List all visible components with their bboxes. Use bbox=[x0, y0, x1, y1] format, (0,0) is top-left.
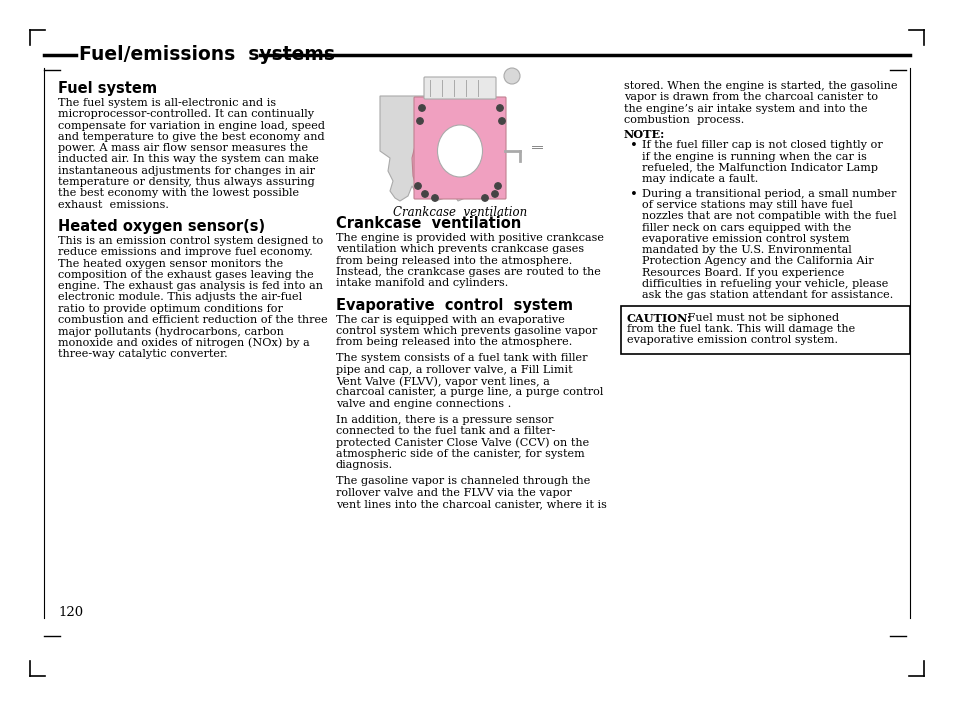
Text: ask the gas station attendant for assistance.: ask the gas station attendant for assist… bbox=[641, 290, 892, 300]
Text: The car is equipped with an evaporative: The car is equipped with an evaporative bbox=[335, 314, 564, 325]
Text: and temperature to give the best economy and: and temperature to give the best economy… bbox=[58, 132, 324, 142]
Text: ventilation which prevents crankcase gases: ventilation which prevents crankcase gas… bbox=[335, 244, 583, 254]
Text: nozzles that are not compatible with the fuel: nozzles that are not compatible with the… bbox=[641, 211, 896, 221]
Text: the engine’s air intake system and into the: the engine’s air intake system and into … bbox=[623, 104, 866, 114]
FancyBboxPatch shape bbox=[414, 97, 505, 199]
Circle shape bbox=[495, 183, 500, 189]
Text: from being released into the atmosphere.: from being released into the atmosphere. bbox=[335, 256, 572, 265]
Text: ratio to provide optimum conditions for: ratio to provide optimum conditions for bbox=[58, 304, 283, 313]
Text: evaporative emission control system: evaporative emission control system bbox=[641, 234, 848, 244]
Text: protected Canister Close Valve (CCV) on the: protected Canister Close Valve (CCV) on … bbox=[335, 438, 589, 448]
Text: control system which prevents gasoline vapor: control system which prevents gasoline v… bbox=[335, 325, 597, 336]
Text: The system consists of a fuel tank with filler: The system consists of a fuel tank with … bbox=[335, 354, 587, 364]
FancyBboxPatch shape bbox=[620, 306, 909, 354]
Text: The fuel system is all-electronic and is: The fuel system is all-electronic and is bbox=[58, 98, 275, 108]
Text: pipe and cap, a rollover valve, a Fill Limit: pipe and cap, a rollover valve, a Fill L… bbox=[335, 365, 572, 375]
Text: valve and engine connections .: valve and engine connections . bbox=[335, 399, 511, 409]
Circle shape bbox=[498, 118, 505, 124]
Circle shape bbox=[492, 191, 497, 197]
Text: compensate for variation in engine load, speed: compensate for variation in engine load,… bbox=[58, 121, 325, 131]
Text: Vent Valve (FLVV), vapor vent lines, a: Vent Valve (FLVV), vapor vent lines, a bbox=[335, 376, 549, 387]
Text: electronic module. This adjusts the air-fuel: electronic module. This adjusts the air-… bbox=[58, 292, 302, 302]
Text: filler neck on cars equipped with the: filler neck on cars equipped with the bbox=[641, 222, 850, 232]
Text: reduce emissions and improve fuel economy.: reduce emissions and improve fuel econom… bbox=[58, 247, 313, 257]
Text: •: • bbox=[629, 188, 638, 201]
Text: intake manifold and cylinders.: intake manifold and cylinders. bbox=[335, 278, 508, 288]
Text: monoxide and oxides of nitrogen (NOx) by a: monoxide and oxides of nitrogen (NOx) by… bbox=[58, 337, 310, 348]
Text: Fuel must not be siphoned: Fuel must not be siphoned bbox=[683, 313, 839, 323]
Text: may indicate a fault.: may indicate a fault. bbox=[641, 174, 758, 184]
Text: The heated oxygen sensor monitors the: The heated oxygen sensor monitors the bbox=[58, 258, 283, 268]
Text: evaporative emission control system.: evaporative emission control system. bbox=[626, 335, 837, 345]
Circle shape bbox=[418, 104, 425, 112]
Text: Fuel system: Fuel system bbox=[58, 81, 157, 96]
Text: Fuel/emissions  systems: Fuel/emissions systems bbox=[79, 45, 335, 64]
Text: atmospheric side of the canister, for system: atmospheric side of the canister, for sy… bbox=[335, 449, 584, 459]
Ellipse shape bbox=[437, 125, 482, 177]
Text: major pollutants (hydrocarbons, carbon: major pollutants (hydrocarbons, carbon bbox=[58, 326, 284, 337]
Text: Protection Agency and the California Air: Protection Agency and the California Air bbox=[641, 256, 873, 266]
Circle shape bbox=[432, 195, 437, 201]
Circle shape bbox=[481, 195, 488, 201]
Text: vapor is drawn from the charcoal canister to: vapor is drawn from the charcoal caniste… bbox=[623, 92, 877, 102]
Text: refueled, the Malfunction Indicator Lamp: refueled, the Malfunction Indicator Lamp bbox=[641, 163, 877, 173]
Text: engine. The exhaust gas analysis is fed into an: engine. The exhaust gas analysis is fed … bbox=[58, 281, 323, 291]
Text: composition of the exhaust gases leaving the: composition of the exhaust gases leaving… bbox=[58, 270, 314, 280]
Text: 120: 120 bbox=[58, 606, 83, 619]
Text: stored. When the engine is started, the gasoline: stored. When the engine is started, the … bbox=[623, 81, 897, 91]
Text: Heated oxygen sensor(s): Heated oxygen sensor(s) bbox=[58, 219, 265, 234]
Text: from being released into the atmosphere.: from being released into the atmosphere. bbox=[335, 337, 572, 347]
Text: mandated by the U.S. Environmental: mandated by the U.S. Environmental bbox=[641, 245, 851, 255]
Text: The gasoline vapor is channeled through the: The gasoline vapor is channeled through … bbox=[335, 477, 590, 486]
Text: power. A mass air flow sensor measures the: power. A mass air flow sensor measures t… bbox=[58, 143, 308, 153]
Text: CAUTION:: CAUTION: bbox=[626, 313, 691, 323]
FancyBboxPatch shape bbox=[423, 77, 496, 99]
Text: combustion  process.: combustion process. bbox=[623, 115, 743, 125]
Text: Crankcase  ventilation: Crankcase ventilation bbox=[393, 206, 527, 219]
Text: •: • bbox=[629, 140, 638, 152]
Circle shape bbox=[503, 68, 519, 84]
Text: NOTE:: NOTE: bbox=[623, 129, 664, 140]
Text: of service stations may still have fuel: of service stations may still have fuel bbox=[641, 200, 852, 210]
Text: exhaust  emissions.: exhaust emissions. bbox=[58, 200, 169, 210]
Text: This is an emission control system designed to: This is an emission control system desig… bbox=[58, 236, 323, 246]
Text: rollover valve and the FLVV via the vapor: rollover valve and the FLVV via the vapo… bbox=[335, 488, 571, 498]
Circle shape bbox=[421, 191, 428, 197]
Text: Evaporative  control  system: Evaporative control system bbox=[335, 297, 573, 313]
Text: charcoal canister, a purge line, a purge control: charcoal canister, a purge line, a purge… bbox=[335, 388, 602, 397]
Text: The engine is provided with positive crankcase: The engine is provided with positive cra… bbox=[335, 233, 603, 243]
Text: difficulties in refueling your vehicle, please: difficulties in refueling your vehicle, … bbox=[641, 279, 887, 289]
Text: Instead, the crankcase gases are routed to the: Instead, the crankcase gases are routed … bbox=[335, 267, 600, 277]
Text: the best economy with the lowest possible: the best economy with the lowest possibl… bbox=[58, 189, 299, 198]
Text: Crankcase  ventilation: Crankcase ventilation bbox=[335, 216, 520, 231]
Text: inducted air. In this way the system can make: inducted air. In this way the system can… bbox=[58, 155, 318, 164]
Text: During a transitional period, a small number: During a transitional period, a small nu… bbox=[641, 189, 896, 198]
Text: instantaneous adjustments for changes in air: instantaneous adjustments for changes in… bbox=[58, 166, 314, 176]
Text: three-way catalytic converter.: three-way catalytic converter. bbox=[58, 349, 228, 359]
Circle shape bbox=[415, 183, 421, 189]
Text: temperature or density, thus always assuring: temperature or density, thus always assu… bbox=[58, 177, 314, 187]
Circle shape bbox=[416, 118, 423, 124]
Text: vent lines into the charcoal canister, where it is: vent lines into the charcoal canister, w… bbox=[335, 499, 606, 509]
Text: microprocessor-controlled. It can continually: microprocessor-controlled. It can contin… bbox=[58, 109, 314, 119]
Text: diagnosis.: diagnosis. bbox=[335, 460, 393, 470]
Text: Resources Board. If you experience: Resources Board. If you experience bbox=[641, 268, 843, 277]
Text: if the engine is running when the car is: if the engine is running when the car is bbox=[641, 152, 866, 162]
Text: from the fuel tank. This will damage the: from the fuel tank. This will damage the bbox=[626, 324, 854, 334]
Text: combustion and efficient reduction of the three: combustion and efficient reduction of th… bbox=[58, 315, 328, 325]
Text: In addition, there is a pressure sensor: In addition, there is a pressure sensor bbox=[335, 415, 553, 425]
Text: connected to the fuel tank and a filter-: connected to the fuel tank and a filter- bbox=[335, 426, 555, 436]
Text: If the fuel filler cap is not closed tightly or: If the fuel filler cap is not closed tig… bbox=[641, 140, 882, 150]
Polygon shape bbox=[412, 98, 439, 194]
Polygon shape bbox=[379, 96, 464, 201]
Circle shape bbox=[497, 104, 502, 112]
